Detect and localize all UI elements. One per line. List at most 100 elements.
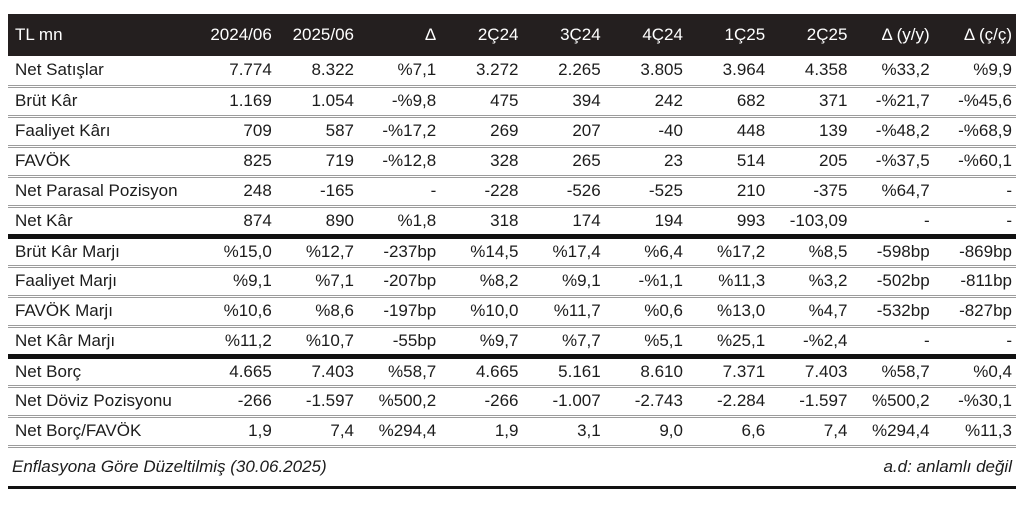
column-header-2024-06: 2024/06 <box>193 14 276 56</box>
value-cell: -266 <box>193 386 276 418</box>
row-label-cell: Net Borç <box>8 356 194 388</box>
value-cell: -%1,1 <box>604 266 687 298</box>
value-cell: %8,6 <box>275 296 359 328</box>
value-cell: 5.161 <box>522 356 605 388</box>
table-row: Net Kâr 874 890 %1,8 318 174 194 993 -103,09- - <box>8 206 1016 239</box>
value-cell: %8,5 <box>769 236 852 268</box>
value-cell: 587 <box>275 116 359 148</box>
value-cell: %17,4 <box>522 236 605 268</box>
value-cell: %64,7 <box>851 176 934 208</box>
value-cell: -%37,5 <box>851 146 934 178</box>
table-row: Net Kâr Marjı %11,2 %10,7 -55bp %9,7 %7,7 %5,1… <box>8 326 1016 359</box>
value-cell: -%48,2 <box>851 116 934 148</box>
value-cell: %25,1 <box>686 326 770 359</box>
column-header-1c25: 1Ç25 <box>686 14 770 56</box>
value-cell: -40 <box>604 116 687 148</box>
value-cell: %7,1 <box>275 266 359 298</box>
table-row: Brüt Kâr 1.169 1.054 -%9,8 475 394 242 682 371 -%… <box>8 86 1016 118</box>
financials-table: TL mn 2024/06 2025/06 Δ 2Ç24 3Ç24 4Ç24 1… <box>8 14 1016 448</box>
value-cell: 1.054 <box>275 86 359 118</box>
value-cell: -207bp <box>358 266 441 298</box>
value-cell: -1.597 <box>275 386 359 418</box>
value-cell: %3,2 <box>769 266 852 298</box>
value-cell: 890 <box>275 206 359 239</box>
value-cell: %6,4 <box>604 236 687 268</box>
value-cell: 3.964 <box>686 56 770 88</box>
value-cell: 394 <box>522 86 605 118</box>
value-cell: %10,0 <box>440 296 523 328</box>
value-cell: -827bp <box>933 296 1016 328</box>
value-cell: 7.403 <box>769 356 852 388</box>
value-cell: %9,1 <box>522 266 605 298</box>
value-cell: 3.272 <box>440 56 523 88</box>
value-cell: 210 <box>686 176 770 208</box>
column-header-2025-06: 2025/06 <box>275 14 359 56</box>
row-label-cell: Net Satışlar <box>8 56 194 88</box>
value-cell: 7,4 <box>769 416 852 448</box>
value-cell: %7,7 <box>522 326 605 359</box>
row-label-cell: FAVÖK <box>8 146 194 178</box>
value-cell: -%68,9 <box>933 116 1016 148</box>
value-cell: 318 <box>440 206 523 239</box>
table-row: FAVÖK Marjı %10,6 %8,6 -197bp %10,0 %11,7 %0,6… <box>8 296 1016 328</box>
value-cell: - <box>851 326 934 359</box>
value-cell: 825 <box>193 146 276 178</box>
table-header: TL mn 2024/06 2025/06 Δ 2Ç24 3Ç24 4Ç24 1… <box>8 14 1016 56</box>
value-cell: -103,09 <box>769 206 852 239</box>
value-cell: -%60,1 <box>933 146 1016 178</box>
value-cell: %13,0 <box>686 296 770 328</box>
value-cell: %9,9 <box>933 56 1016 88</box>
column-header-4c24: 4Ç24 <box>604 14 687 56</box>
value-cell: 174 <box>522 206 605 239</box>
value-cell: -1.007 <box>522 386 605 418</box>
value-cell: - <box>933 326 1016 359</box>
value-cell: -55bp <box>358 326 441 359</box>
row-label-cell: Net Kâr Marjı <box>8 326 194 359</box>
column-header-tl-mn: TL mn <box>8 14 194 56</box>
value-cell: 8.610 <box>604 356 687 388</box>
value-cell: 719 <box>275 146 359 178</box>
column-header-delta-yoy: Δ (y/y) <box>851 14 934 56</box>
value-cell: -532bp <box>851 296 934 328</box>
column-header-2c24: 2Ç24 <box>440 14 523 56</box>
value-cell: 7.403 <box>275 356 359 388</box>
value-cell: 1,9 <box>440 416 523 448</box>
value-cell: 207 <box>522 116 605 148</box>
value-cell: %33,2 <box>851 56 934 88</box>
value-cell: 139 <box>769 116 852 148</box>
value-cell: %4,7 <box>769 296 852 328</box>
value-cell: 475 <box>440 86 523 118</box>
value-cell: -869bp <box>933 236 1016 268</box>
value-cell: 514 <box>686 146 770 178</box>
value-cell: 993 <box>686 206 770 239</box>
table-row: Faaliyet Kârı 709 587 -%17,2 269 207 -40 448 139… <box>8 116 1016 148</box>
table-row: Net Döviz Pozisyonu -266 -1.597 %500,2 -266-… <box>8 386 1016 418</box>
value-cell: 7.371 <box>686 356 770 388</box>
value-cell: %1,8 <box>358 206 441 239</box>
table-row: Faaliyet Marjı %9,1 %7,1 -207bp %8,2 %9,1 -%1,… <box>8 266 1016 298</box>
row-label-cell: Net Borç/FAVÖK <box>8 416 194 448</box>
table-body: Net Satışlar 7.774 8.322 %7,1 3.272 2.265 3.80… <box>8 56 1016 448</box>
value-cell: %10,7 <box>275 326 359 359</box>
value-cell: 7.774 <box>193 56 276 88</box>
value-cell: -1.597 <box>769 386 852 418</box>
table-row: Brüt Kâr Marjı %15,0 %12,7 -237bp %14,5 %17,4… <box>8 236 1016 268</box>
value-cell: 709 <box>193 116 276 148</box>
column-header-3c24: 3Ç24 <box>522 14 605 56</box>
value-cell: -%12,8 <box>358 146 441 178</box>
value-cell: -%9,8 <box>358 86 441 118</box>
value-cell: %500,2 <box>851 386 934 418</box>
value-cell: 1.169 <box>193 86 276 118</box>
value-cell: -165 <box>275 176 359 208</box>
value-cell: -%30,1 <box>933 386 1016 418</box>
value-cell: - <box>851 206 934 239</box>
table-footnotes: Enflasyona Göre Düzeltilmiş (30.06.2025)… <box>8 448 1016 477</box>
value-cell: 194 <box>604 206 687 239</box>
value-cell: %17,2 <box>686 236 770 268</box>
footnote-ad-definition: a.d: anlamlı değil <box>883 456 1012 476</box>
value-cell: %5,1 <box>604 326 687 359</box>
value-cell: %10,6 <box>193 296 276 328</box>
value-cell: %12,7 <box>275 236 359 268</box>
value-cell: -2.743 <box>604 386 687 418</box>
